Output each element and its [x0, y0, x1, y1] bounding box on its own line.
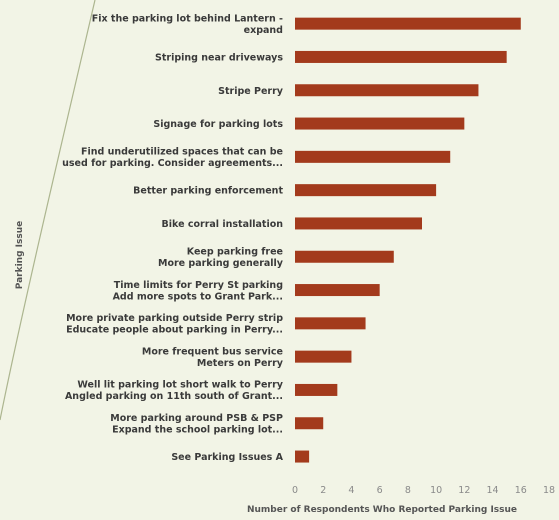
category-label: used for parking. Consider agreements... — [62, 158, 283, 169]
bar — [295, 150, 451, 163]
bar — [295, 350, 352, 363]
bar — [295, 184, 437, 197]
category-label: Expand the school parking lot... — [112, 425, 283, 436]
bars-layer — [295, 17, 521, 463]
x-tick-label: 18 — [543, 485, 555, 496]
category-label: Well lit parking lot short walk to Perry — [77, 380, 283, 391]
category-label: Striping near driveways — [155, 52, 283, 63]
bar — [295, 50, 507, 63]
x-tick-label: 16 — [515, 485, 527, 496]
category-labels: Fix the parking lot behind Lantern -expa… — [62, 13, 284, 463]
category-label: See Parking Issues A — [171, 452, 283, 463]
bar — [295, 84, 479, 97]
x-tick-label: 10 — [430, 485, 442, 496]
category-label: More parking around PSB & PSP — [110, 413, 283, 424]
category-label: Bike corral installation — [162, 219, 284, 230]
x-tick-label: 6 — [377, 485, 383, 496]
category-label: Meters on Perry — [197, 358, 284, 369]
category-label: Fix the parking lot behind Lantern - — [92, 13, 283, 24]
x-tick-labels: 0 2 4 6 8 10 12 14 16 18 — [292, 485, 555, 496]
bar — [295, 383, 338, 396]
category-label: More frequent bus service — [142, 346, 283, 357]
x-tick-label: 0 — [292, 485, 298, 496]
bar — [295, 450, 310, 463]
category-label: Angled parking on 11th south of Grant... — [65, 391, 283, 402]
category-label: Educate people about parking in Perry... — [66, 325, 283, 336]
bar — [295, 417, 324, 430]
x-tick-label: 8 — [405, 485, 411, 496]
x-axis-title: Number of Respondents Who Reported Parki… — [247, 505, 517, 515]
y-axis-title: Parking Issue — [15, 221, 25, 290]
category-label: More parking generally — [158, 258, 284, 269]
x-tick-label: 2 — [320, 485, 326, 496]
category-label: Find underutilized spaces that can be — [81, 147, 283, 158]
x-tick-label: 14 — [487, 485, 499, 496]
bar — [295, 17, 521, 30]
bar — [295, 217, 422, 230]
category-label: expand — [244, 25, 283, 36]
category-label: Better parking enforcement — [133, 186, 283, 197]
category-label: Signage for parking lots — [153, 119, 283, 130]
bar — [295, 117, 465, 130]
x-tick-label: 12 — [458, 485, 470, 496]
decorative-swoosh — [0, 0, 96, 421]
x-tick-label: 4 — [348, 485, 354, 496]
category-label: Stripe Perry — [218, 86, 284, 97]
category-label: Add more spots to Grant Park... — [113, 291, 283, 302]
bar — [295, 284, 380, 297]
category-label: More private parking outside Perry strip — [66, 313, 283, 324]
category-label: Time limits for Perry St parking — [114, 280, 283, 291]
bar — [295, 317, 366, 330]
bar — [295, 250, 394, 263]
category-label: Keep parking free — [187, 247, 283, 258]
